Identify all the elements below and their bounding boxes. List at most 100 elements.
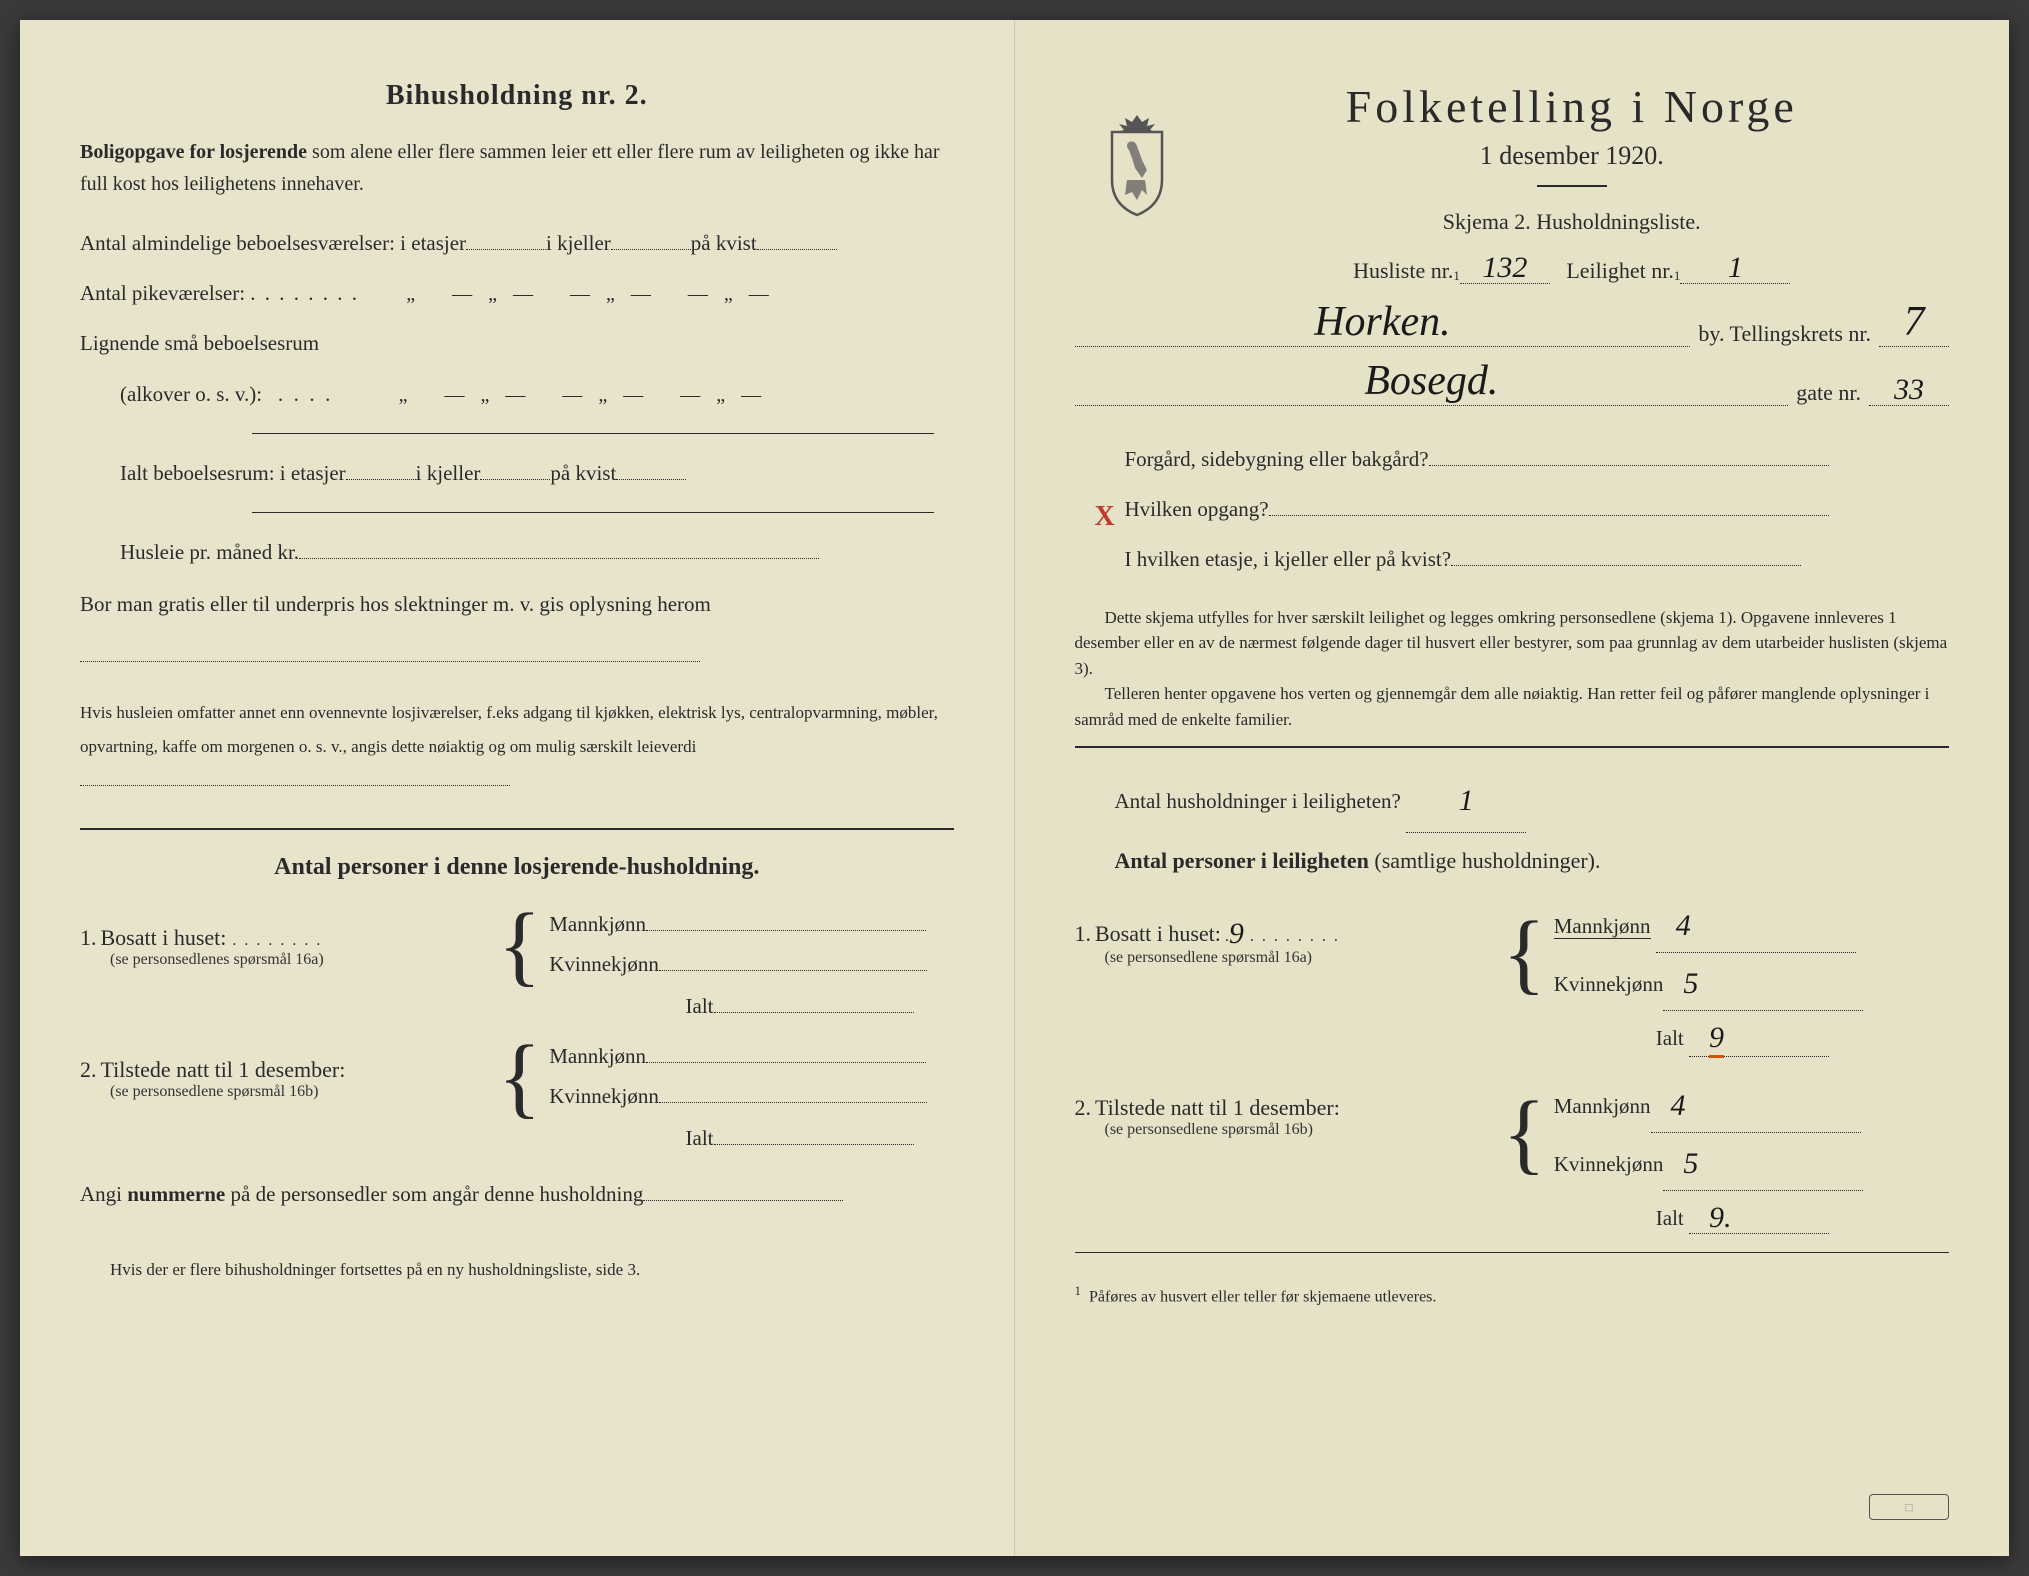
q2-right: Mannkjønn Kvinnekjønn	[549, 1037, 953, 1117]
ditto-marks: „ —„— —„— —„—	[364, 283, 785, 305]
rq2-mann-value: 4	[1671, 1089, 1686, 1122]
field-etasje[interactable]	[1451, 565, 1801, 566]
field-gate[interactable]: Bosegd.	[1075, 357, 1789, 406]
rent-line: Husleie pr. måned kr.	[80, 529, 954, 575]
left-page: Bihusholdning nr. 2. Boligopgave for los…	[20, 20, 1015, 1556]
field-etasjer[interactable]	[466, 249, 546, 250]
alkover-label: (alkover o. s. v.):	[120, 382, 262, 406]
opgang-line: X Hvilken opgang?	[1125, 486, 1950, 532]
field-rq2-kvinne[interactable]: 5	[1663, 1133, 1863, 1191]
main-title: Folketelling i Norge	[1195, 80, 1950, 133]
rq1-num: 1.	[1075, 921, 1092, 946]
field-q1-ialt[interactable]	[714, 1012, 914, 1013]
field-opgang[interactable]	[1269, 515, 1829, 516]
opgang-label: Hvilken opgang?	[1125, 497, 1269, 521]
field-kvist[interactable]	[757, 249, 837, 250]
footnote: 1 Påføres av husvert eller teller før sk…	[1075, 1283, 1950, 1306]
husliste-value: 132	[1482, 251, 1527, 284]
field-rent[interactable]	[299, 558, 819, 559]
similar-label: Lignende små beboelsesrum	[80, 331, 319, 355]
rq1-mann-value: 4	[1676, 909, 1691, 942]
rq1-ialt-value: 9	[1709, 1021, 1724, 1058]
maids-line: Antal pikeværelser: „ —„— —„— —„—	[80, 270, 954, 316]
gate-row: Bosegd. gate nr. 33	[1075, 357, 1950, 406]
section-divider	[1075, 746, 1950, 748]
field-rq1-kvinne[interactable]: 5	[1663, 953, 1863, 1011]
angi-line: Angi nummerne på de personsedler som ang…	[80, 1171, 954, 1217]
intro-text: Boligopgave for losjerende som alene ell…	[80, 136, 954, 200]
rq2-num: 2.	[1075, 1095, 1092, 1120]
total-rooms-line: Ialt beboelsesrum: i etasjeri kjellerpå …	[80, 450, 954, 496]
field-note[interactable]	[80, 785, 510, 786]
antal-pers-line: Antal personer i leiligheten (samtlige h…	[1075, 837, 1950, 885]
divider	[252, 512, 933, 513]
rq2-kvinne-value: 5	[1683, 1147, 1698, 1180]
field-total-etasjer[interactable]	[346, 479, 416, 480]
kvinne-label: Kvinnekjønn	[1554, 972, 1664, 996]
dots: . . . .	[267, 382, 330, 406]
q1-ialt: Ialt	[80, 994, 954, 1019]
by-row: Horken. by. Tellingskrets nr. 7	[1075, 298, 1950, 347]
q1-right: Mannkjønn Kvinnekjønn	[549, 905, 953, 985]
antal-hush-label: Antal husholdninger i leiligheten?	[1115, 789, 1401, 813]
field-rq2-mann[interactable]: 4	[1651, 1075, 1861, 1133]
right-page: Folketelling i Norge 1 desember 1920. Sk…	[1015, 20, 2010, 1556]
skjema-label: Skjema 2. Husholdningsliste.	[1195, 209, 1950, 235]
coat-of-arms-icon	[1095, 110, 1179, 220]
rq1-right: Mannkjønn 4 Kvinnekjønn5	[1554, 895, 1949, 1011]
field-rq1-ialt[interactable]: 9	[1689, 1019, 1829, 1057]
gratis-line: Bor man gratis eller til underpris hos s…	[80, 579, 954, 680]
rooms-mid: i kjeller	[546, 231, 611, 255]
q1-row: 1. Bosatt i huset: (se personsedlenes sp…	[80, 905, 954, 986]
field-q1-mann[interactable]	[646, 930, 926, 931]
field-q2-kvinne[interactable]	[659, 1102, 927, 1103]
leilighet-value: 1	[1728, 251, 1743, 284]
forgard-label: Forgård, sidebygning eller bakgård?	[1125, 447, 1429, 471]
field-by[interactable]: Horken.	[1075, 298, 1691, 347]
gate-label: gate nr.	[1788, 380, 1869, 406]
husliste-label: Husliste nr.	[1353, 258, 1453, 284]
field-husliste[interactable]: 132	[1460, 249, 1550, 284]
field-gratis[interactable]	[80, 661, 700, 662]
field-angi[interactable]	[643, 1200, 843, 1201]
intro-bold: Boligopgave for losjerende	[80, 141, 307, 163]
rq1-row: 1. Bosatt i huset: .9 (se personsedlene …	[1075, 895, 1950, 1011]
bracket-icon: {	[1495, 913, 1554, 994]
field-total-kvist[interactable]	[616, 479, 686, 480]
field-q2-ialt[interactable]	[714, 1144, 914, 1145]
by-value: Horken.	[1314, 299, 1450, 345]
ialt-label: Ialt	[1656, 1026, 1684, 1050]
field-q2-mann[interactable]	[646, 1062, 926, 1063]
antal-pers-label: Antal personer i leiligheten	[1115, 848, 1369, 873]
field-antal-hush[interactable]: 1	[1406, 766, 1526, 833]
gratis-label: Bor man gratis eller til underpris hos s…	[80, 592, 711, 616]
mann-label: Mannkjønn	[1554, 1094, 1651, 1118]
kvinne-label: Kvinnekjønn	[549, 1084, 659, 1108]
field-q1-kvinne[interactable]	[659, 970, 927, 971]
rq2-ialt-value: 9.	[1709, 1201, 1732, 1234]
footnote-marker: 1	[1075, 1283, 1082, 1298]
q1-sub: (se personsedlenes spørsmål 16a)	[80, 951, 324, 968]
rooms-end: på kvist	[691, 231, 757, 255]
rq1-inline-val: 9	[1229, 917, 1244, 950]
title-date: 1 desember 1920.	[1195, 141, 1950, 171]
rq2-row: 2. Tilstede natt til 1 desember: (se per…	[1075, 1075, 1950, 1191]
field-total-kjeller[interactable]	[480, 479, 550, 480]
antal-pers-sub: (samtlige husholdninger).	[1374, 848, 1600, 873]
rq1-kvinne-value: 5	[1683, 967, 1698, 1000]
field-kjeller[interactable]	[611, 249, 691, 250]
rooms-label: Antal almindelige beboelsesværelser: i e…	[80, 231, 466, 255]
field-krets[interactable]: 7	[1879, 298, 1949, 347]
field-leilighet[interactable]: 1	[1680, 249, 1790, 284]
q2-sub: (se personsedlene spørsmål 16b)	[80, 1083, 318, 1100]
field-rq1-mann[interactable]: 4	[1656, 895, 1856, 953]
field-gate-nr[interactable]: 33	[1869, 371, 1949, 406]
footnote-text: Påføres av husvert eller teller før skje…	[1089, 1289, 1436, 1306]
ialt-label: Ialt	[686, 1126, 714, 1150]
bracket-icon: {	[490, 1037, 549, 1118]
field-rq2-ialt[interactable]: 9.	[1689, 1199, 1829, 1234]
instructions-2: Telleren henter opgavene hos verten og g…	[1075, 681, 1950, 732]
q2-num: 2.	[80, 1057, 97, 1082]
field-forgard[interactable]	[1429, 465, 1829, 466]
by-label: by. Tellingskrets nr.	[1690, 321, 1879, 347]
